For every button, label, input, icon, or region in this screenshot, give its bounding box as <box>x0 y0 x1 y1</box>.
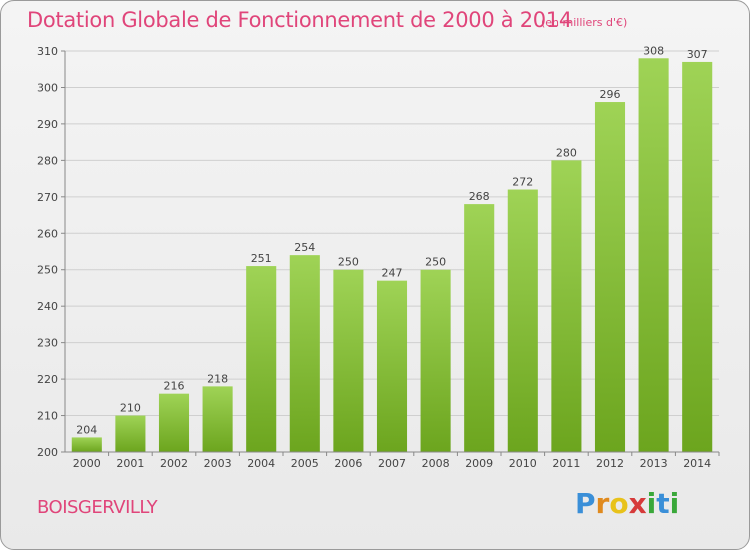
y-tick-label: 260 <box>37 227 58 240</box>
bar <box>507 189 538 452</box>
x-tick-label: 2012 <box>596 457 624 470</box>
x-tick-label: 2014 <box>683 457 711 470</box>
x-tick-label: 2008 <box>422 457 450 470</box>
y-tick-label: 250 <box>37 264 58 277</box>
bar <box>464 204 495 452</box>
data-label: 268 <box>469 190 490 203</box>
x-tick-label: 2003 <box>204 457 232 470</box>
logo-letter: i <box>669 487 680 520</box>
x-tick-label: 2007 <box>378 457 406 470</box>
x-tick-label: 2001 <box>116 457 144 470</box>
x-tick-label: 2005 <box>291 457 319 470</box>
proxiti-logo[interactable]: Proxiti <box>575 487 679 520</box>
data-label: 204 <box>76 423 97 436</box>
bar <box>638 58 669 453</box>
data-label: 272 <box>512 176 533 189</box>
bar <box>115 415 146 452</box>
logo-letter: o <box>609 487 629 520</box>
bar <box>420 269 451 452</box>
y-tick-label: 200 <box>37 446 58 459</box>
y-tick-label: 280 <box>37 154 58 167</box>
x-tick-label: 2009 <box>465 457 493 470</box>
x-tick-label: 2002 <box>160 457 188 470</box>
data-label: 216 <box>164 380 185 393</box>
logo-letter: t <box>656 487 670 520</box>
data-label: 296 <box>600 88 621 101</box>
bar <box>246 266 277 452</box>
y-tick-label: 300 <box>37 81 58 94</box>
x-tick-label: 2010 <box>509 457 537 470</box>
y-tick-label: 270 <box>37 191 58 204</box>
bar <box>158 393 190 452</box>
y-tick-label: 290 <box>37 118 58 131</box>
x-tick-label: 2000 <box>73 457 101 470</box>
logo-letter: x <box>628 487 647 520</box>
y-axis: 200 210 220 230 240 250 260 270 280 290 300 310 <box>37 45 66 459</box>
y-tick-label: 240 <box>37 300 58 313</box>
y-tick-label: 220 <box>37 373 58 386</box>
bar <box>289 255 320 452</box>
x-tick-label: 2013 <box>640 457 668 470</box>
x-axis: 2000 2001 2002 2003 2004 2005 2006 2007 2008 2009… <box>65 451 720 470</box>
data-label: 247 <box>382 267 403 280</box>
bar <box>202 386 233 452</box>
logo-letter: r <box>595 487 610 520</box>
data-labels: 204 210 216 218 251 254 250 247 250 268 272 280 296 3… <box>76 44 707 436</box>
bar <box>551 160 582 452</box>
data-label: 210 <box>120 402 141 415</box>
data-label: 280 <box>556 146 577 159</box>
chart-unit: (en milliers d'€) <box>541 16 628 29</box>
bars <box>71 58 713 453</box>
chart-title: Dotation Globale de Fonctionnement de 20… <box>27 8 572 32</box>
bar <box>71 437 102 452</box>
x-tick-label: 2006 <box>334 457 362 470</box>
bar <box>594 102 626 452</box>
data-label: 307 <box>687 48 708 61</box>
x-tick-label: 2004 <box>247 457 275 470</box>
y-tick-label: 310 <box>37 45 58 58</box>
bar <box>376 280 408 452</box>
x-tick-label: 2011 <box>552 457 580 470</box>
data-label: 308 <box>643 44 664 57</box>
logo-letter: i <box>646 487 657 520</box>
y-tick-label: 210 <box>37 410 58 423</box>
bar <box>682 61 713 452</box>
place-name: BOISGERVILLY <box>37 497 158 518</box>
logo-letter: P <box>575 487 596 520</box>
data-label: 218 <box>207 372 228 385</box>
y-tick-label: 230 <box>37 337 58 350</box>
data-label: 250 <box>425 256 446 269</box>
data-label: 254 <box>294 241 315 254</box>
bar <box>333 269 364 452</box>
data-label: 251 <box>251 252 272 265</box>
data-label: 250 <box>338 256 359 269</box>
